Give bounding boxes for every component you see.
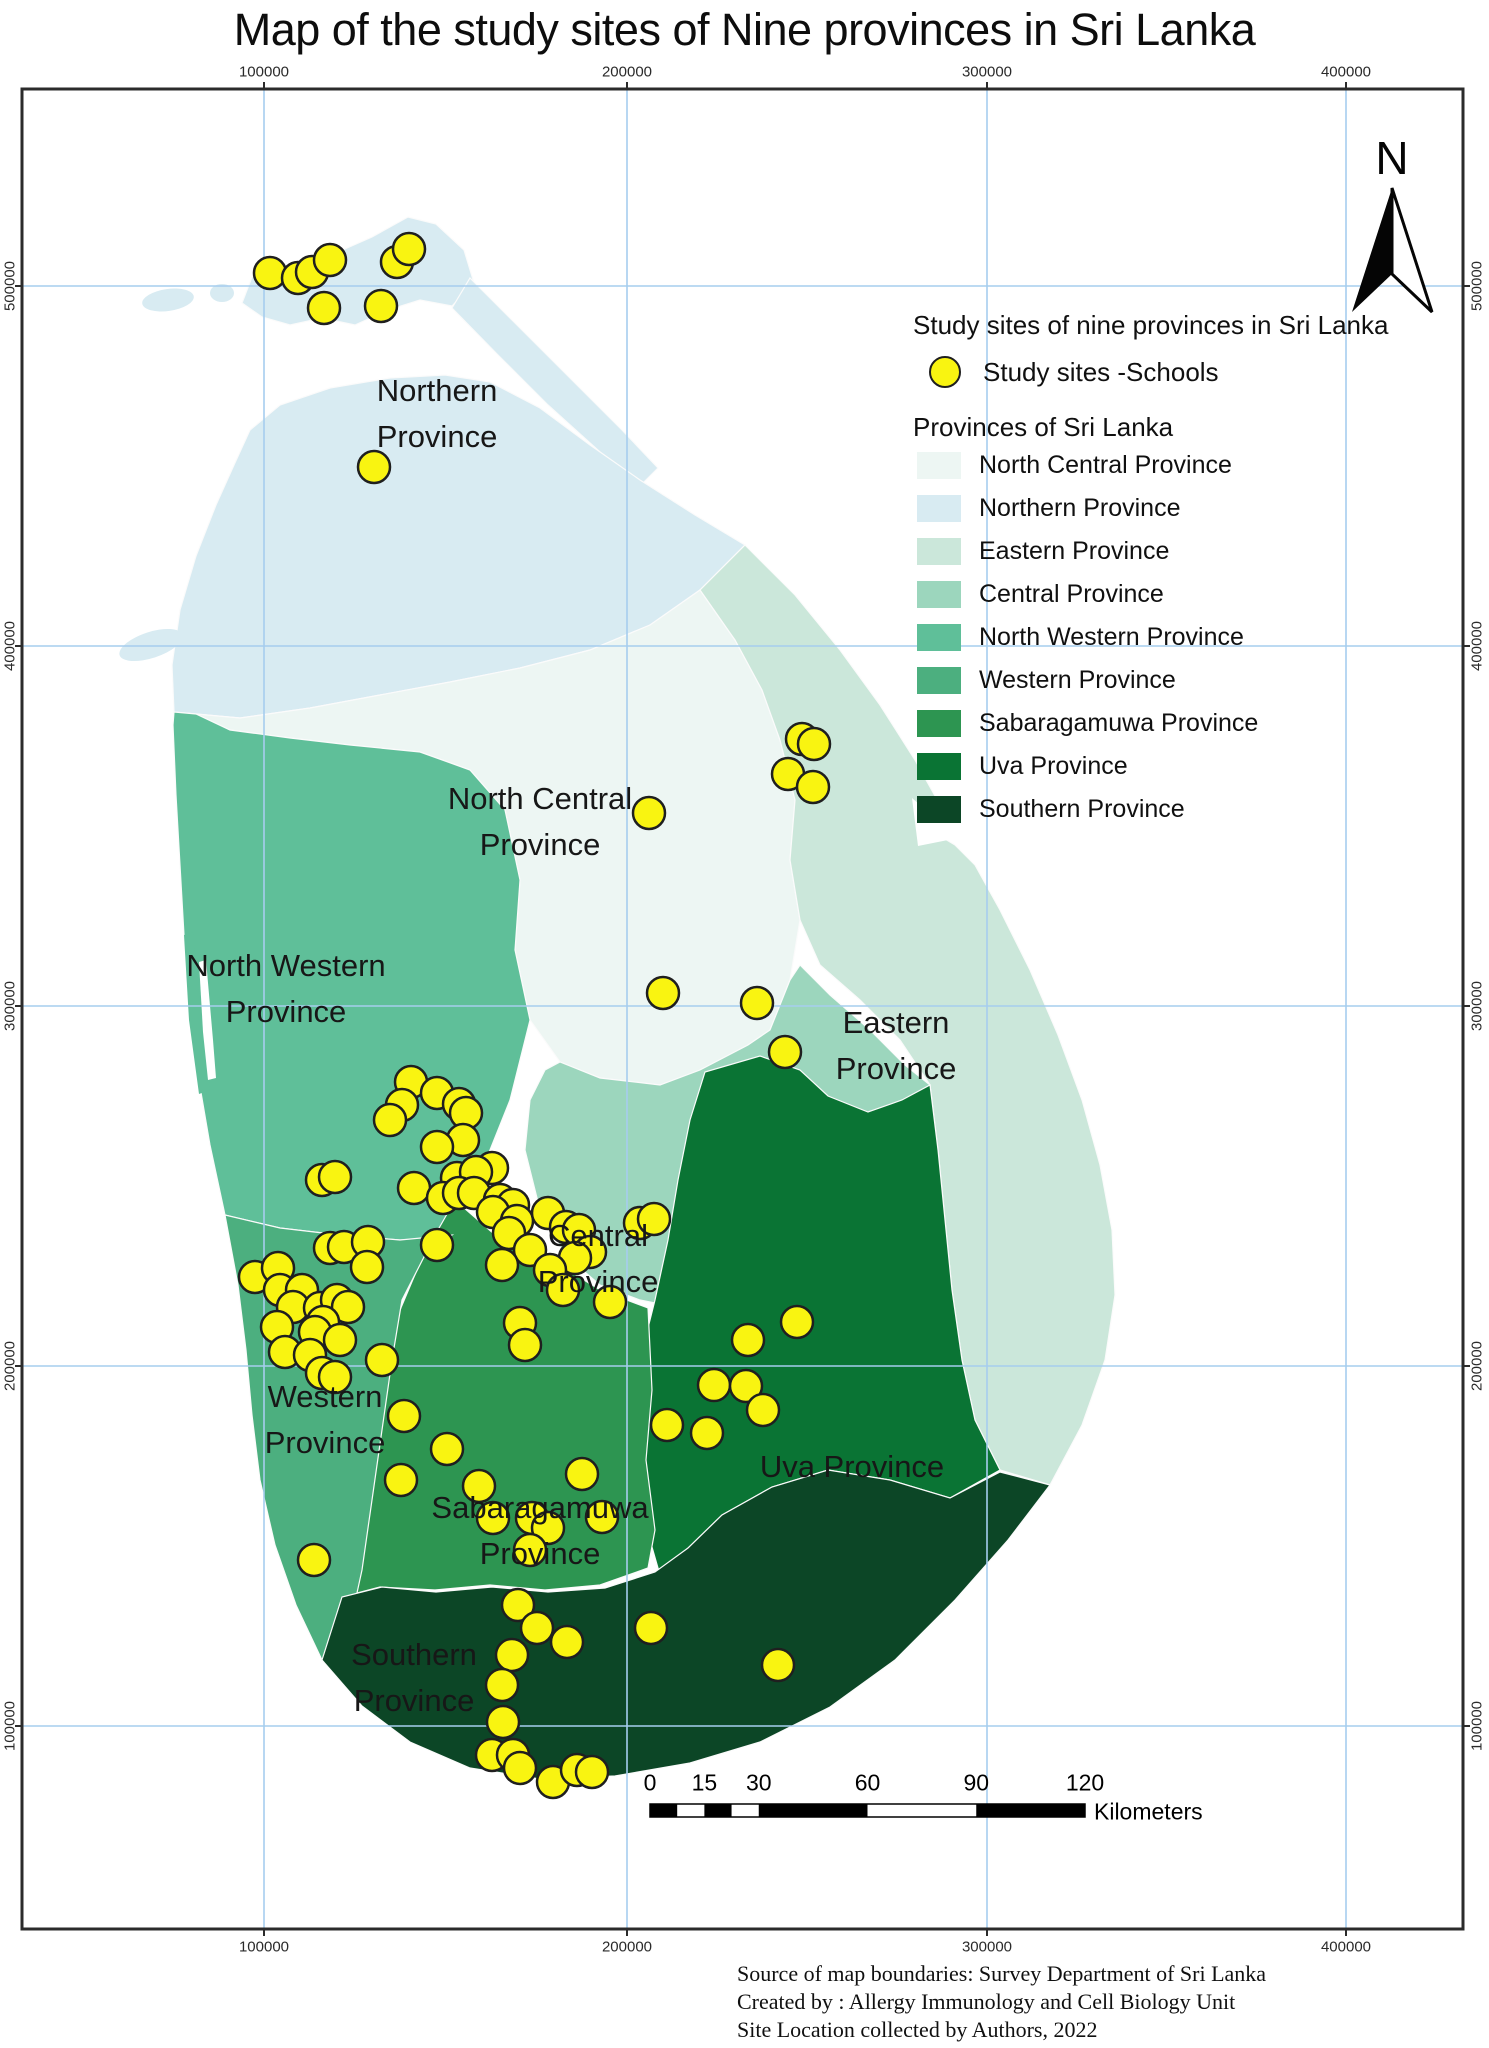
study-site-marker	[322, 1322, 358, 1358]
study-site-marker	[500, 1587, 536, 1623]
study-site-marker	[730, 1322, 766, 1358]
study-site-marker	[645, 975, 681, 1011]
study-site-marker	[796, 726, 832, 762]
study-site-marker	[484, 1247, 520, 1283]
study-site-marker	[356, 449, 392, 485]
map-frame	[20, 87, 1465, 1931]
study-site-marker	[386, 1398, 422, 1434]
study-site-marker	[429, 1431, 465, 1467]
study-site-marker	[649, 1407, 685, 1443]
study-site-marker	[306, 290, 342, 326]
study-site-marker	[461, 1468, 497, 1504]
study-site-marker	[795, 769, 831, 805]
study-site-marker	[475, 1500, 511, 1536]
study-site-marker	[507, 1327, 543, 1363]
study-site-marker	[519, 1610, 555, 1646]
study-site-marker	[391, 231, 427, 267]
study-site-marker	[312, 242, 348, 278]
mannar-island	[119, 628, 183, 662]
island-northern	[210, 284, 234, 302]
study-site-marker	[779, 1304, 815, 1340]
study-site-marker	[349, 1249, 385, 1285]
study-site-marker	[317, 1359, 353, 1395]
puttalam-lagoon	[199, 960, 216, 1080]
study-site-marker	[631, 795, 667, 831]
study-site-marker	[484, 1667, 520, 1703]
study-site-marker	[512, 1532, 548, 1568]
study-site-marker	[494, 1637, 530, 1673]
study-site-marker	[545, 1272, 581, 1308]
study-site-marker	[372, 1102, 408, 1138]
study-site-marker	[383, 1462, 419, 1498]
kalpitiya-strip	[184, 932, 210, 1094]
study-site-marker	[696, 1367, 732, 1403]
study-site-marker	[760, 1647, 796, 1683]
study-site-marker	[396, 1170, 432, 1206]
study-site-marker	[636, 1201, 672, 1237]
study-site-marker	[419, 1129, 455, 1165]
study-site-marker	[584, 1499, 620, 1535]
scale-bar-segment	[650, 1804, 678, 1817]
study-site-marker	[549, 1624, 585, 1660]
island-northern	[142, 288, 194, 312]
study-site-marker	[485, 1704, 521, 1740]
north-arrow-icon	[1390, 187, 1434, 314]
study-site-marker	[767, 1034, 803, 1070]
scale-bar	[649, 1803, 1086, 1818]
study-site-marker	[745, 1392, 781, 1428]
study-site-marker	[252, 255, 288, 291]
scale-bar-segment	[704, 1804, 732, 1817]
study-site-marker	[728, 1368, 764, 1404]
study-site-marker	[330, 1289, 366, 1325]
scale-bar-segment	[976, 1804, 1085, 1817]
scale-bar-segment	[758, 1804, 868, 1817]
study-site-marker	[317, 1159, 353, 1195]
study-site-marker	[592, 1284, 628, 1320]
study-site-marker	[564, 1456, 600, 1492]
study-site-marker	[574, 1754, 610, 1790]
study-site-marker	[419, 1227, 455, 1263]
north-arrow-icon	[1352, 188, 1392, 312]
study-site-marker	[296, 1542, 332, 1578]
study-site-marker	[633, 1610, 669, 1646]
study-site-marker	[363, 288, 399, 324]
page-title: Map of the study sites of Nine provinces…	[233, 4, 1256, 55]
study-site-marker	[502, 1750, 538, 1786]
study-site-marker	[364, 1342, 400, 1378]
study-site-marker	[689, 1415, 725, 1451]
study-site-marker	[739, 985, 775, 1021]
